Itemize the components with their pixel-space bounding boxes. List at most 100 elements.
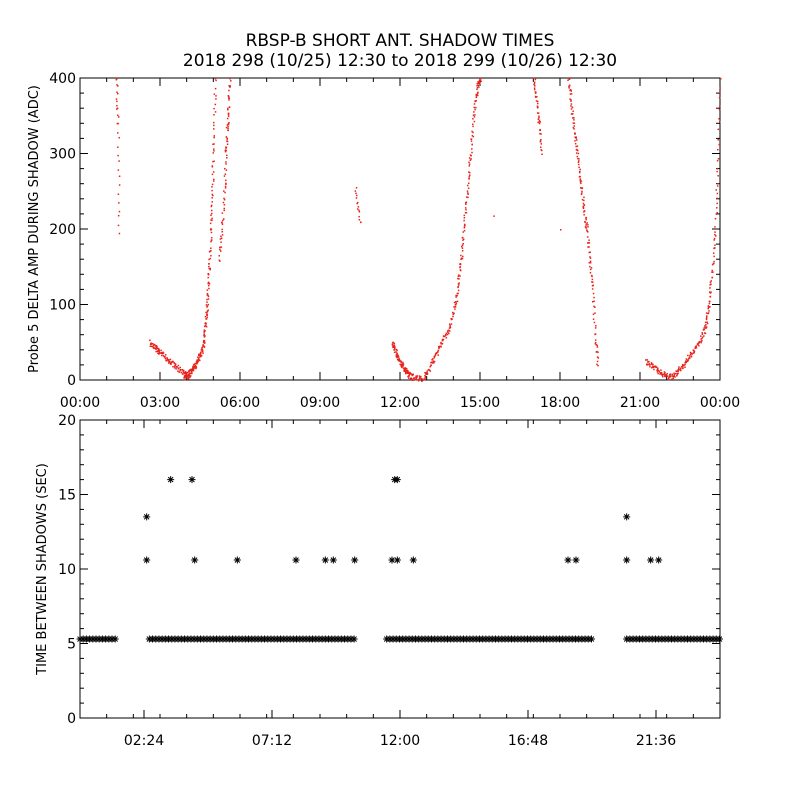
amplitude-point [437, 354, 439, 356]
amplitude-point [677, 370, 679, 373]
amplitude-point [472, 123, 474, 126]
amplitude-point [681, 364, 684, 366]
amplitude-point [461, 250, 464, 252]
amplitude-point [211, 212, 213, 215]
amplitude-point [703, 332, 706, 334]
amplitude-point [391, 343, 394, 345]
amplitude-point [206, 305, 209, 307]
amplitude-point [591, 301, 594, 303]
amplitude-point [199, 353, 202, 355]
amplitude-point [226, 138, 229, 140]
interval-point [143, 556, 151, 564]
interval-point [233, 556, 241, 564]
amplitude-point [457, 283, 460, 285]
amplitude-point [213, 143, 215, 145]
amplitude-point [227, 115, 230, 117]
amplitude-point [169, 358, 172, 361]
amplitude-point [683, 364, 685, 366]
amplitude-point [358, 215, 360, 218]
amplitude-point [211, 189, 213, 192]
amplitude-point [536, 112, 539, 114]
amplitude-point [674, 376, 676, 378]
amplitude-point [714, 217, 717, 220]
amplitude-point [186, 376, 188, 378]
interval-point [587, 635, 595, 643]
amplitude-point [400, 361, 403, 363]
amplitude-point [198, 356, 201, 358]
amplitude-point [118, 160, 120, 162]
amplitude-point [220, 237, 223, 239]
amplitude-point [358, 209, 360, 212]
amplitude-point [460, 254, 462, 257]
amplitude-point [149, 345, 152, 348]
amplitude-point [210, 205, 213, 208]
amplitude-point [659, 372, 662, 375]
amplitude-point [718, 96, 721, 99]
amplitude-point [424, 374, 426, 377]
interval-ytick-label: 20 [58, 413, 76, 429]
amplitude-point [357, 206, 360, 208]
amplitude-point [194, 367, 196, 369]
amplitude-point [717, 139, 719, 141]
amplitude-point [586, 229, 588, 231]
amplitude-point [205, 318, 208, 320]
amplitude-point [405, 367, 407, 370]
interval-point [167, 476, 175, 484]
amplitude-point [461, 257, 464, 260]
amplitude-point [533, 82, 536, 85]
amplitude-point [473, 116, 476, 118]
interval-xtick-label: 12:00 [380, 733, 420, 749]
amplitude-point [400, 365, 402, 367]
amplitude-point [211, 193, 214, 196]
amplitude-point [465, 208, 467, 211]
amplitude-point [463, 219, 465, 222]
amplitude-point [591, 281, 593, 283]
amplitude-point [226, 140, 228, 142]
amplitude-point [393, 351, 396, 354]
amplitude-point [708, 310, 710, 312]
amplitude-point [117, 154, 119, 157]
interval-ytick-label: 10 [58, 562, 76, 578]
amplitude-point [589, 261, 592, 264]
amplitude-point [211, 186, 213, 188]
amplitude-point [457, 275, 460, 278]
amplitude-point [185, 373, 188, 375]
amplitude-point [201, 348, 204, 351]
amplitude-point [206, 316, 208, 319]
amplitude-point [573, 117, 575, 119]
amplitude-point [191, 367, 194, 370]
amplitude-point [539, 140, 542, 142]
amplitude-point [116, 100, 118, 103]
amplitude-point [203, 345, 205, 347]
amplitude-point [164, 357, 167, 360]
amplitude-point [701, 337, 703, 340]
amplitude-point [475, 106, 477, 109]
amplitude-point [452, 313, 455, 316]
amplitude-point [411, 378, 414, 380]
amplitude-point [463, 226, 466, 229]
amplitude-point [648, 360, 650, 363]
amplitude-point [705, 317, 708, 320]
amplitude-point [430, 361, 432, 364]
amplitude-point [393, 344, 396, 347]
amplitude-point [655, 366, 658, 369]
amplitude-point [708, 291, 711, 293]
amplitude-point [534, 91, 537, 93]
amplitude-point [680, 366, 683, 368]
amplitude-point [225, 179, 227, 182]
amplitude-point [656, 369, 658, 372]
amplitude-point [393, 342, 396, 345]
chart-title-line2: 2018 298 (10/25) 12:30 to 2018 299 (10/2… [182, 51, 618, 71]
interval-point [388, 556, 396, 564]
amplitude-point [716, 211, 718, 214]
amplitude-point [578, 158, 580, 160]
amplitude-point [588, 262, 591, 264]
amplitude-point [569, 98, 571, 100]
amplitude-point [117, 193, 120, 196]
amplitude-point [718, 108, 721, 111]
amplitude-point [595, 325, 597, 327]
amplitude-point [158, 352, 160, 355]
amplitude-point [685, 358, 688, 360]
amplitude-point [477, 91, 479, 94]
amplitude-point [226, 154, 228, 157]
